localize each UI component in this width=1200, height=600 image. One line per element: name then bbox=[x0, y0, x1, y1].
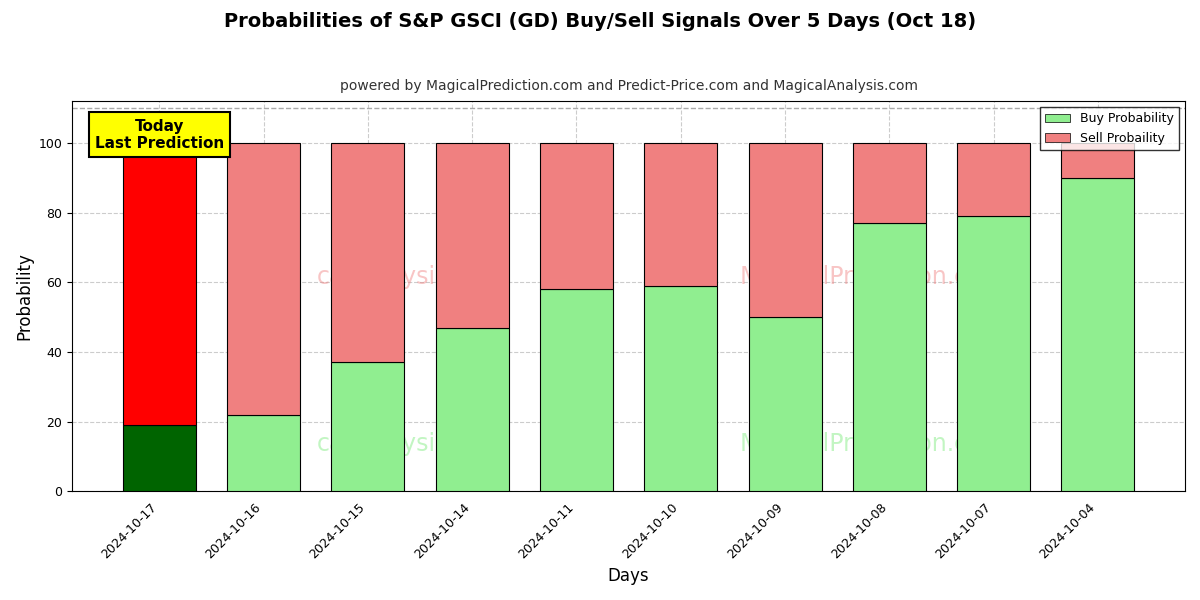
Bar bbox=[1062, 143, 1134, 178]
Bar bbox=[331, 143, 404, 362]
Bar bbox=[644, 286, 718, 491]
Bar bbox=[853, 223, 926, 491]
Text: MagicalPrediction.com: MagicalPrediction.com bbox=[740, 265, 1006, 289]
Bar bbox=[1062, 178, 1134, 491]
Bar bbox=[227, 143, 300, 415]
Bar bbox=[436, 143, 509, 328]
Y-axis label: Probability: Probability bbox=[16, 252, 34, 340]
X-axis label: Days: Days bbox=[607, 567, 649, 585]
Bar bbox=[853, 143, 926, 223]
Bar bbox=[958, 143, 1030, 216]
Bar bbox=[227, 415, 300, 491]
Bar bbox=[540, 143, 613, 289]
Bar bbox=[749, 143, 822, 317]
Text: calAnalysis.com: calAnalysis.com bbox=[317, 433, 506, 457]
Text: calAnalysis.com: calAnalysis.com bbox=[317, 265, 506, 289]
Bar bbox=[749, 317, 822, 491]
Bar bbox=[540, 289, 613, 491]
Text: Probabilities of S&P GSCI (GD) Buy/Sell Signals Over 5 Days (Oct 18): Probabilities of S&P GSCI (GD) Buy/Sell … bbox=[224, 12, 976, 31]
Bar bbox=[122, 143, 196, 425]
Text: MagicalPrediction.com: MagicalPrediction.com bbox=[740, 433, 1006, 457]
Bar bbox=[436, 328, 509, 491]
Bar bbox=[644, 143, 718, 286]
Bar bbox=[122, 425, 196, 491]
Legend: Buy Probability, Sell Probaility: Buy Probability, Sell Probaility bbox=[1040, 107, 1178, 149]
Text: Today
Last Prediction: Today Last Prediction bbox=[95, 119, 224, 151]
Bar bbox=[331, 362, 404, 491]
Bar bbox=[958, 216, 1030, 491]
Title: powered by MagicalPrediction.com and Predict-Price.com and MagicalAnalysis.com: powered by MagicalPrediction.com and Pre… bbox=[340, 79, 918, 93]
